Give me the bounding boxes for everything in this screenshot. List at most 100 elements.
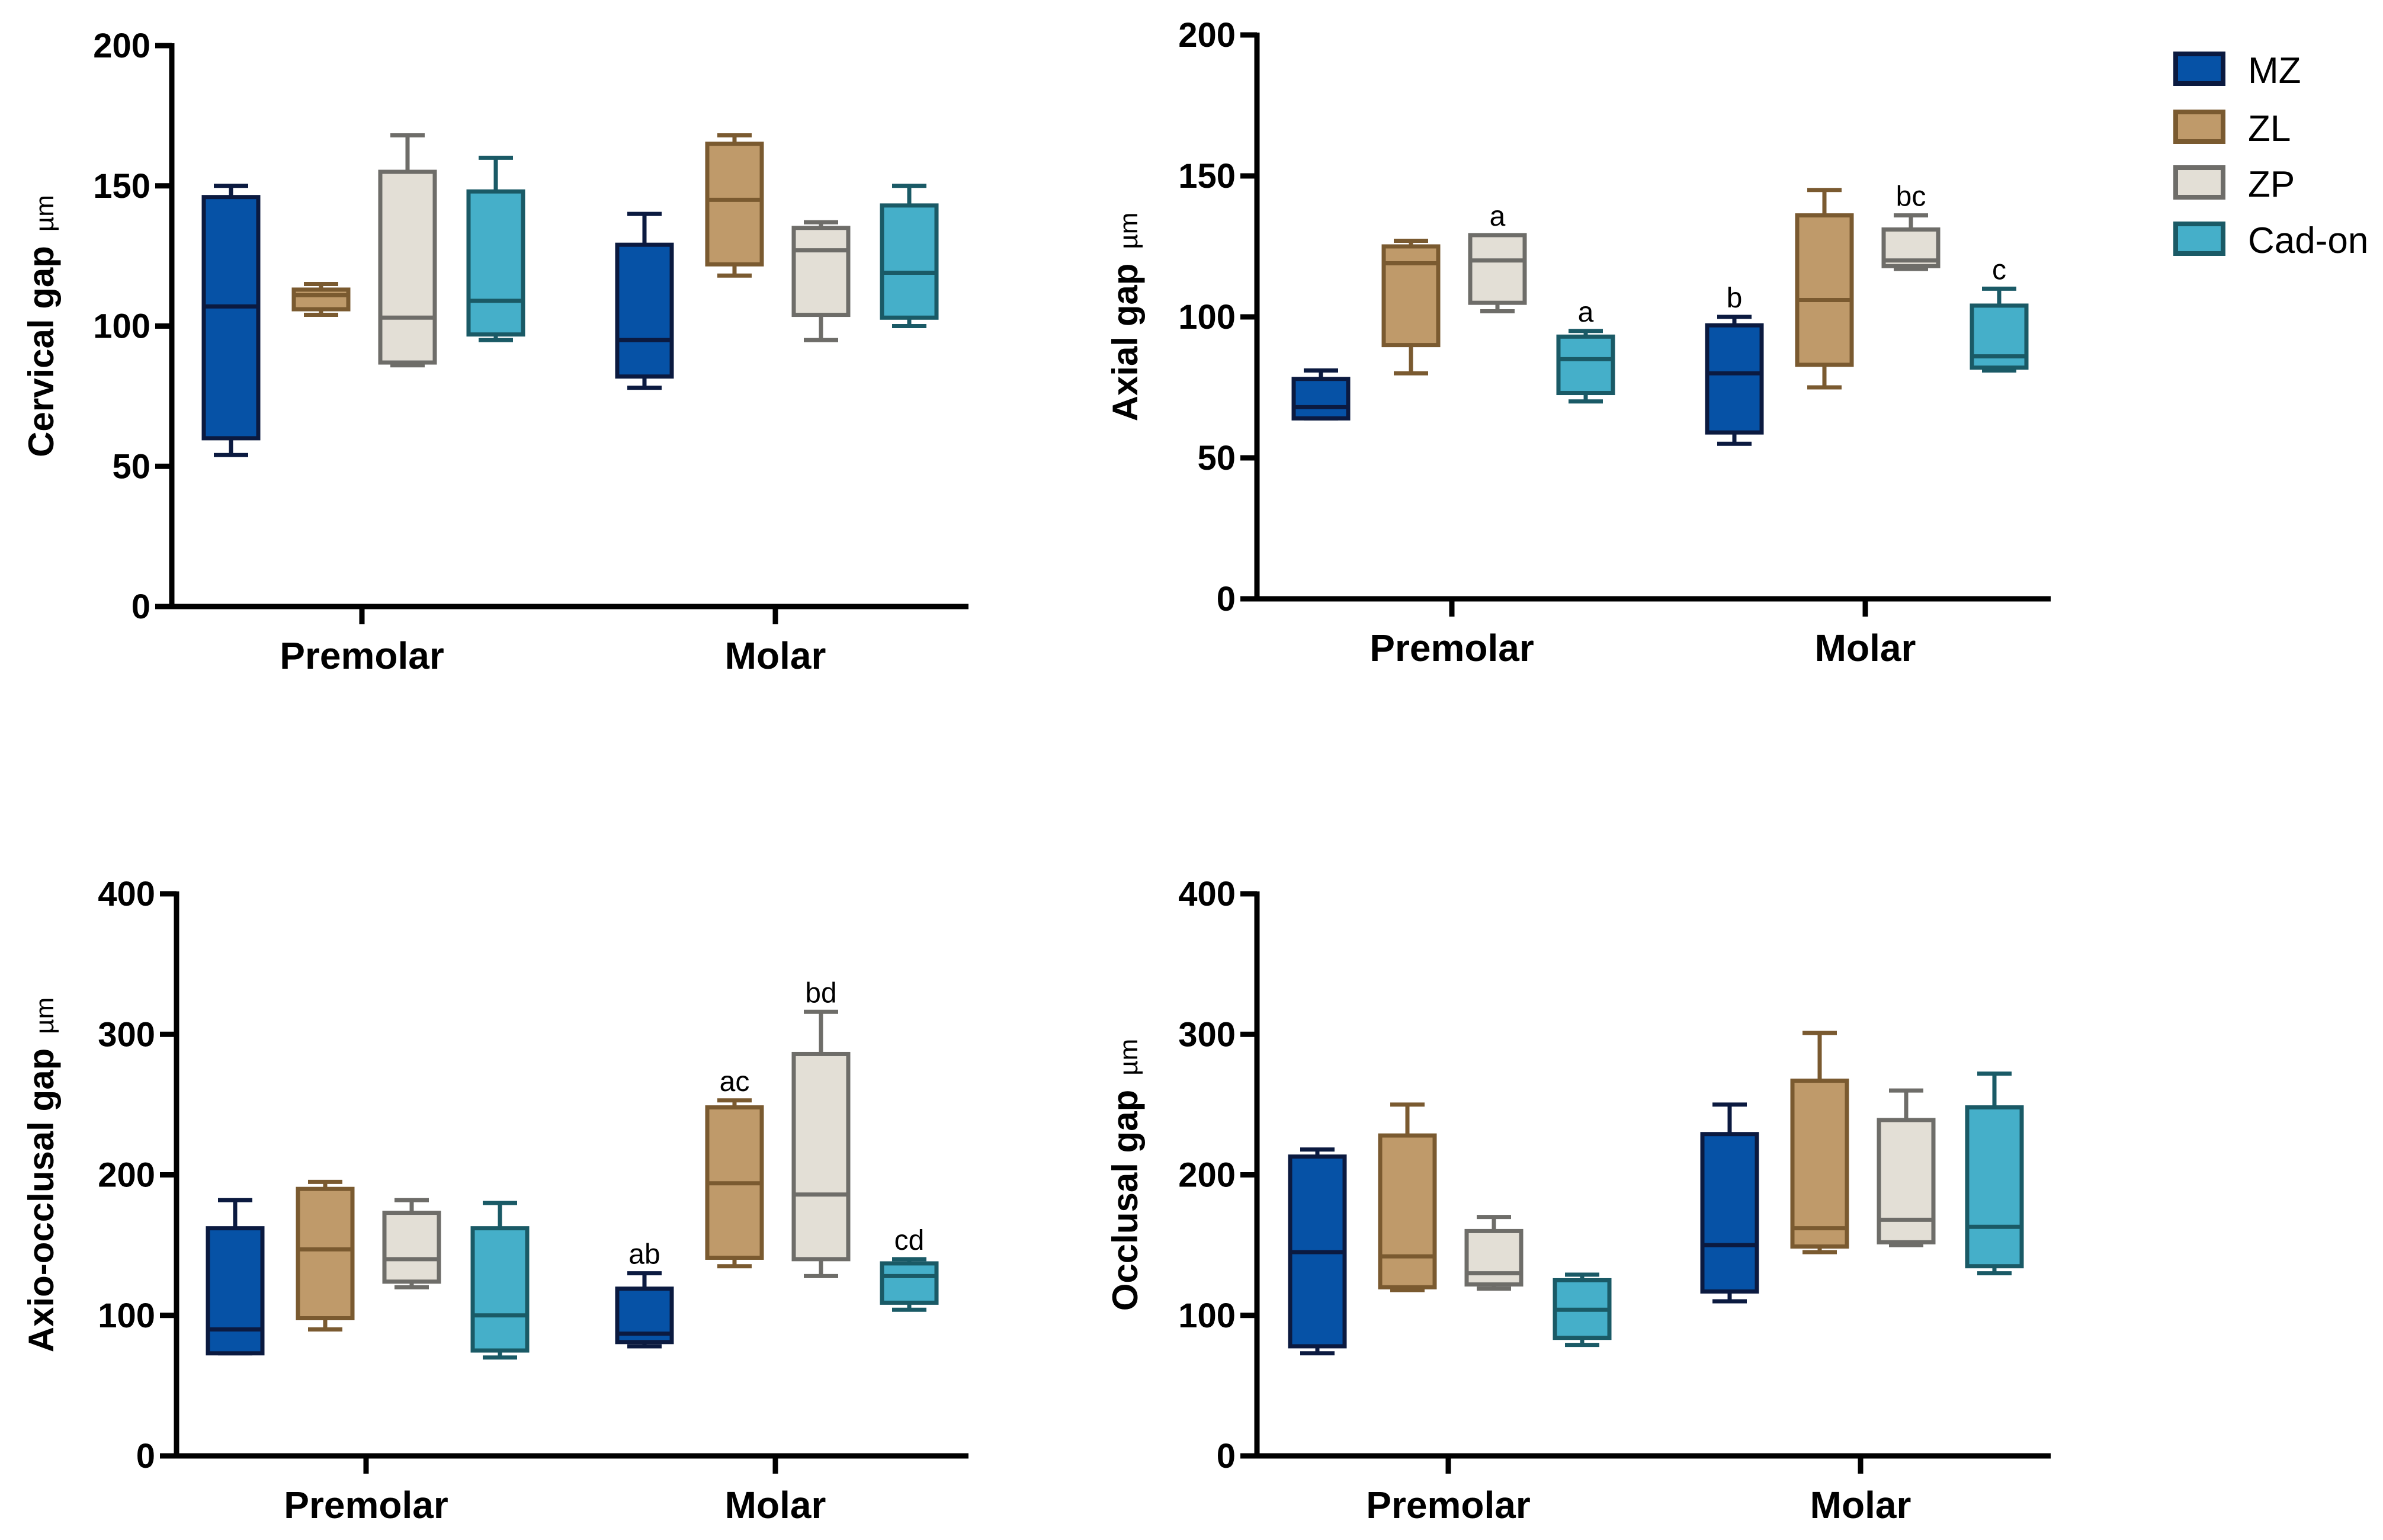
box-premolar-mz	[1288, 1147, 1347, 1356]
y-axis-title: Cervical gap	[21, 246, 61, 457]
legend-swatch	[2173, 222, 2225, 256]
y-tick-label: 100	[93, 307, 150, 346]
legend-swatch	[2173, 165, 2225, 200]
box-iqr	[1705, 323, 1764, 435]
significance-label: bc	[1896, 181, 1926, 213]
y-axis-title: Axial gap	[1105, 264, 1145, 422]
box-molar-cad-on	[1965, 1071, 2024, 1276]
box-iqr	[1291, 377, 1351, 421]
y-tick-label: 100	[1178, 1297, 1236, 1335]
legend-item-cad-on: Cad-on	[2173, 220, 2368, 261]
box-molar-cad-on: c	[1970, 254, 2029, 373]
box-iqr	[1464, 1228, 1524, 1287]
legend-swatch	[2173, 110, 2225, 144]
y-axis-label: Axial gap µm	[1105, 213, 1145, 422]
y-tick-label: 200	[1178, 16, 1236, 54]
box-iqr	[791, 226, 851, 317]
box-iqr	[378, 169, 437, 365]
x-category-label: Premolar	[280, 634, 444, 677]
box-iqr	[1965, 1105, 2024, 1269]
box-molar-zp: bc	[1881, 181, 1941, 271]
box-iqr	[296, 1186, 355, 1320]
y-tick-label: 200	[98, 1156, 155, 1195]
significance-label: bd	[805, 977, 836, 1009]
legend-label: MZ	[2248, 50, 2301, 91]
box-molar-mz	[615, 211, 674, 390]
box-premolar-zl	[296, 1179, 355, 1332]
y-axis-unit: µm	[1114, 1039, 1143, 1076]
y-tick-label: 200	[93, 27, 150, 65]
box-molar-zl: ac	[705, 1066, 764, 1269]
box-premolar-zl	[1381, 238, 1441, 376]
significance-label: c	[1992, 254, 2006, 285]
y-axis-label: Axio-occlusal gap µm	[21, 997, 61, 1352]
box-premolar-zp: a	[1468, 201, 1527, 313]
legend: MZ ZL ZP Cad-on	[2173, 50, 2368, 261]
significance-label: ac	[720, 1066, 750, 1098]
y-tick-label: 0	[136, 1437, 155, 1475]
box-molar-zp	[1877, 1088, 1936, 1247]
y-tick-label: 100	[98, 1297, 155, 1335]
y-tick-label: 300	[1178, 1015, 1236, 1054]
box-iqr	[1381, 244, 1441, 348]
box-molar-zl	[1795, 188, 1854, 390]
y-axis-label: Occlusal gap µm	[1105, 1039, 1145, 1311]
box-iqr	[382, 1211, 441, 1284]
significance-label: b	[1727, 283, 1743, 314]
box-iqr	[1556, 334, 1615, 396]
box-iqr	[1877, 1118, 1936, 1244]
legend-swatch	[2173, 52, 2225, 86]
box-premolar-cad-on	[466, 155, 525, 342]
y-tick-label: 0	[1217, 580, 1236, 618]
box-iqr	[1790, 1079, 1849, 1249]
box-iqr	[880, 1261, 939, 1305]
box-iqr	[705, 142, 764, 267]
legend-item-mz: MZ	[2173, 50, 2301, 91]
box-iqr	[291, 287, 351, 312]
y-tick-label: 50	[1197, 439, 1236, 477]
legend-label: ZL	[2248, 108, 2291, 149]
y-axis-title: Occlusal gap	[1105, 1090, 1145, 1311]
box-molar-mz: b	[1705, 283, 1764, 446]
box-premolar-zp	[382, 1198, 441, 1289]
y-axis-title: Axio-occlusal gap	[21, 1048, 61, 1352]
box-iqr	[615, 242, 674, 379]
y-tick-label: 150	[1178, 157, 1236, 195]
legend-item-zp: ZP	[2173, 164, 2295, 205]
x-category-label: Molar	[725, 1484, 826, 1526]
y-tick-label: 300	[98, 1015, 155, 1054]
box-molar-cad-on	[880, 184, 939, 328]
box-iqr	[470, 1226, 530, 1353]
box-molar-cad-on: cd	[880, 1225, 939, 1312]
y-tick-label: 200	[1178, 1156, 1236, 1195]
box-iqr	[791, 1051, 851, 1262]
x-category-label: Premolar	[1366, 1484, 1530, 1526]
box-premolar-zp	[378, 133, 437, 368]
box-molar-zl	[705, 133, 764, 278]
box-molar-zl	[1790, 1031, 1849, 1255]
box-premolar-zl	[1378, 1102, 1437, 1292]
box-molar-zp: bd	[791, 977, 851, 1278]
box-premolar-zp	[1464, 1215, 1524, 1291]
y-axis-label: Cervical gap µm	[21, 195, 61, 457]
x-category-label: Molar	[1810, 1484, 1911, 1526]
legend-item-zl: ZL	[2173, 108, 2291, 149]
panel-3: 0 100 200 300 400 Axio-occlusal gap µm Premolar…	[21, 875, 968, 1526]
significance-label: a	[1490, 201, 1506, 232]
x-category-label: Molar	[1815, 627, 1916, 669]
legend-label: ZP	[2248, 164, 2295, 205]
box-iqr	[1795, 213, 1854, 367]
y-tick-label: 400	[98, 875, 155, 913]
box-iqr	[206, 1226, 265, 1356]
y-axis-unit: µm	[30, 195, 59, 232]
box-premolar-cad-on	[470, 1201, 530, 1360]
y-tick-label: 400	[1178, 875, 1236, 913]
box-iqr	[201, 195, 261, 441]
x-category-label: Premolar	[284, 1484, 448, 1526]
box-iqr	[466, 189, 525, 337]
y-tick-label: 50	[112, 447, 150, 486]
box-iqr	[1700, 1132, 1759, 1294]
significance-label: cd	[894, 1225, 925, 1256]
box-iqr	[1378, 1133, 1437, 1289]
